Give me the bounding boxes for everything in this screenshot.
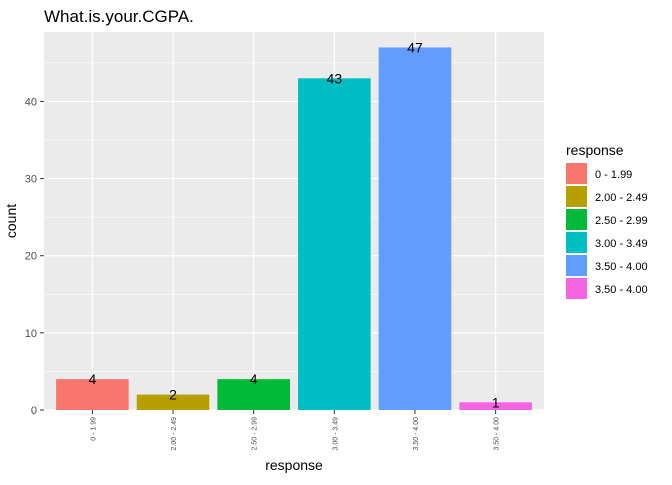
bar-labels: 4 2 4 43 47 1	[88, 39, 499, 410]
chart-title: What.is.your.CGPA.	[44, 7, 194, 26]
bar	[459, 402, 532, 410]
legend-swatch	[566, 186, 587, 207]
legend-swatch	[566, 232, 587, 253]
bars	[56, 47, 532, 411]
y-tick-label: 30	[25, 174, 37, 186]
legend-swatch	[566, 209, 587, 230]
legend-label: 2.00 - 2.49	[595, 192, 648, 204]
legend-label: 3.50 - 4.00	[595, 284, 648, 296]
bar-value-label: 1	[492, 394, 500, 410]
bar-value-label: 4	[88, 371, 96, 387]
legend-items: 0 - 1.99 2.00 - 2.49 2.50 - 2.99 3.00 - 3.4…	[566, 163, 648, 299]
legend-swatch	[566, 255, 587, 276]
bar	[56, 379, 129, 410]
bar-value-label: 43	[327, 70, 343, 86]
bar-value-label: 47	[407, 39, 423, 55]
plot-panel	[44, 32, 544, 410]
bar-value-label: 2	[169, 387, 177, 403]
y-axis-label: count	[3, 204, 19, 238]
x-axis: 0 - 1.99 2.00 - 2.49 2.50 - 2.99 3.00 - 3.4…	[90, 410, 501, 451]
legend-label: 0 - 1.99	[595, 169, 632, 181]
x-axis-label: response	[265, 457, 323, 473]
legend: response 0 - 1.99 2.00 - 2.49 2.50 - 2.99 3…	[566, 142, 648, 299]
x-tick-label: 2.50 - 2.99	[252, 417, 259, 451]
x-tick-label: 0 - 1.99	[90, 417, 97, 441]
y-tick-label: 20	[25, 251, 37, 263]
x-tick-label: 3.00 - 3.49	[332, 417, 339, 451]
legend-title: response	[566, 142, 624, 158]
y-tick-label: 40	[25, 96, 37, 108]
legend-swatch	[566, 163, 587, 184]
bar	[136, 394, 210, 410]
legend-swatch	[566, 278, 587, 299]
x-tick-label: 2.00 - 2.49	[171, 417, 178, 451]
x-tick-label: 3.50 - 4.00	[494, 417, 501, 451]
y-tick-label: 0	[31, 405, 37, 417]
x-tick-label: 3.50 - 4.00	[413, 417, 420, 451]
legend-label: 3.50 - 4.00	[595, 261, 648, 273]
bar	[217, 379, 290, 410]
legend-label: 3.00 - 3.49	[595, 238, 648, 250]
y-tick-label: 10	[25, 328, 37, 340]
bar	[378, 47, 452, 411]
bar-value-label: 4	[250, 371, 258, 387]
y-axis: 0 10 20 30 40	[25, 96, 44, 417]
legend-label: 2.50 - 2.99	[595, 215, 648, 227]
bar	[298, 78, 371, 411]
